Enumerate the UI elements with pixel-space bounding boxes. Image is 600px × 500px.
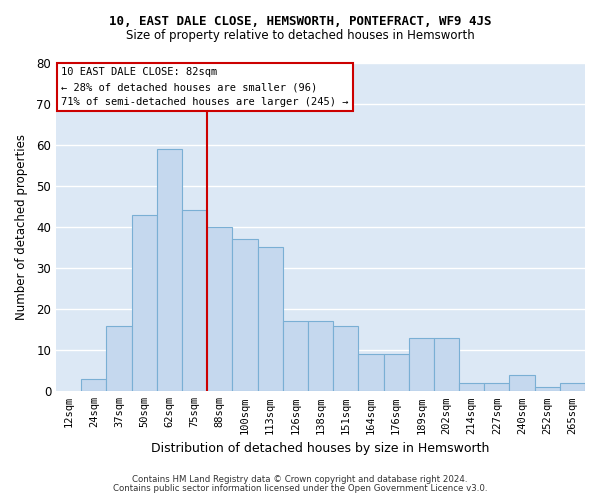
Bar xyxy=(509,375,535,392)
Bar xyxy=(459,383,484,392)
Text: Contains HM Land Registry data © Crown copyright and database right 2024.: Contains HM Land Registry data © Crown c… xyxy=(132,475,468,484)
X-axis label: Distribution of detached houses by size in Hemsworth: Distribution of detached houses by size … xyxy=(151,442,490,455)
Bar xyxy=(308,322,333,392)
Bar xyxy=(409,338,434,392)
Bar xyxy=(131,214,157,392)
Bar xyxy=(383,354,409,392)
Bar xyxy=(157,149,182,392)
Bar xyxy=(106,326,131,392)
Text: Contains public sector information licensed under the Open Government Licence v3: Contains public sector information licen… xyxy=(113,484,487,493)
Y-axis label: Number of detached properties: Number of detached properties xyxy=(15,134,28,320)
Bar xyxy=(434,338,459,392)
Text: 10, EAST DALE CLOSE, HEMSWORTH, PONTEFRACT, WF9 4JS: 10, EAST DALE CLOSE, HEMSWORTH, PONTEFRA… xyxy=(109,15,491,28)
Bar xyxy=(283,322,308,392)
Bar xyxy=(560,383,585,392)
Bar xyxy=(257,248,283,392)
Bar xyxy=(535,387,560,392)
Bar xyxy=(81,379,106,392)
Bar xyxy=(484,383,509,392)
Bar xyxy=(358,354,383,392)
Bar xyxy=(182,210,207,392)
Bar xyxy=(207,227,232,392)
Bar xyxy=(333,326,358,392)
Text: Size of property relative to detached houses in Hemsworth: Size of property relative to detached ho… xyxy=(125,29,475,42)
Bar xyxy=(232,239,257,392)
Text: 10 EAST DALE CLOSE: 82sqm
← 28% of detached houses are smaller (96)
71% of semi-: 10 EAST DALE CLOSE: 82sqm ← 28% of detac… xyxy=(61,68,349,107)
